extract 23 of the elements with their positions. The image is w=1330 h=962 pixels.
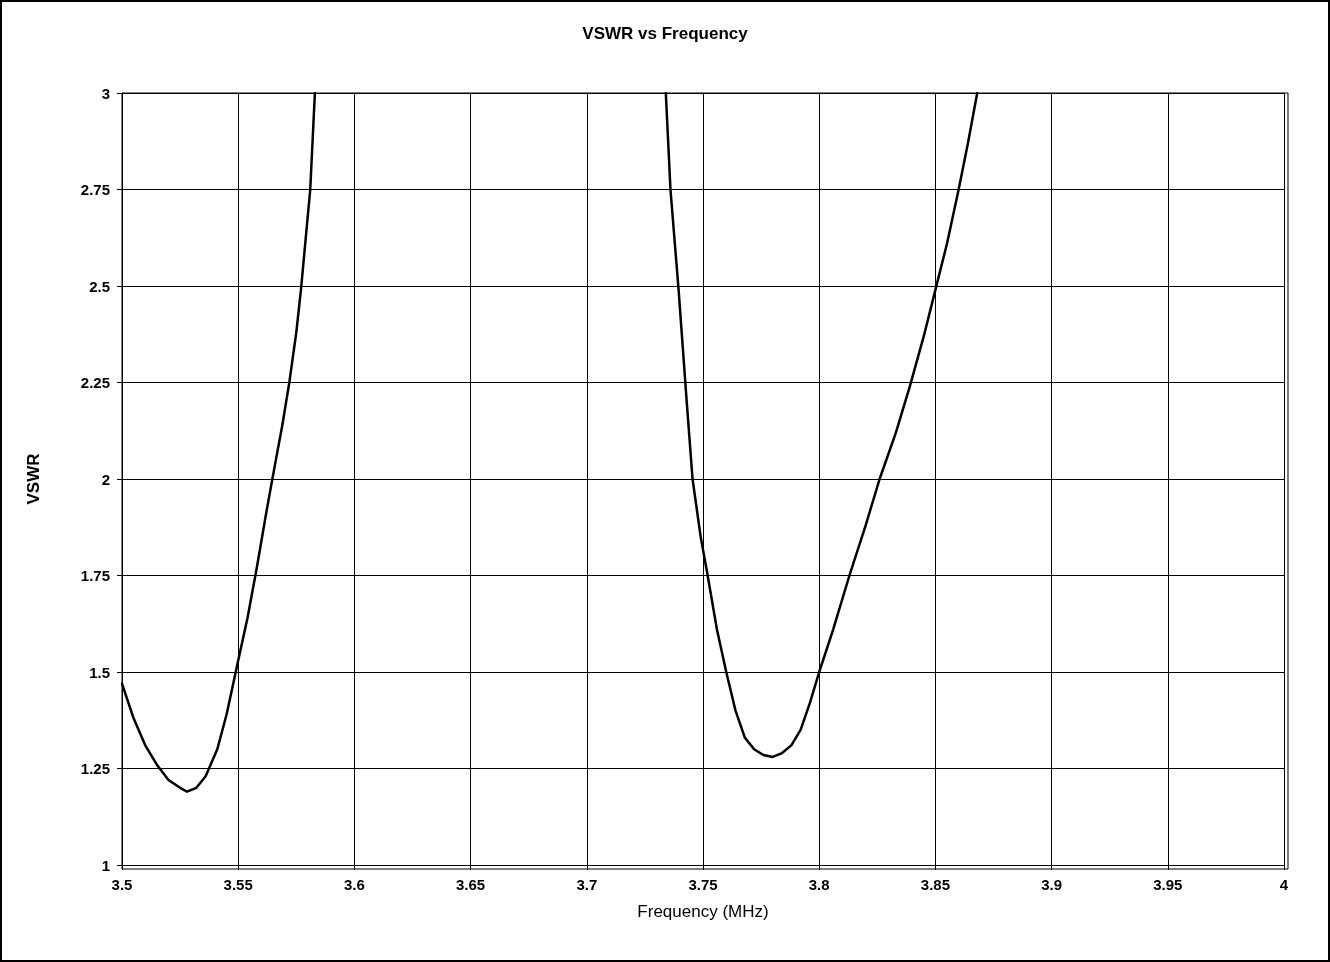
y-tick-label: 1.5 bbox=[89, 663, 110, 681]
x-axis-title: Frequency (MHz) bbox=[637, 902, 769, 921]
x-tick-label: 3.6 bbox=[343, 876, 365, 893]
y-tick-label: 1.75 bbox=[80, 567, 110, 584]
x-tick-label: 3.7 bbox=[576, 876, 598, 893]
y-tick-label: 1.25 bbox=[80, 760, 110, 777]
x-tick-label: 3.55 bbox=[223, 876, 253, 893]
x-tick-label: 3.65 bbox=[456, 876, 486, 893]
chart-title: VSWR vs Frequency bbox=[582, 24, 749, 43]
x-tick-label: 4 bbox=[1279, 876, 1289, 893]
x-tick-label: 3.5 bbox=[111, 876, 133, 893]
y-tick-label: 2.25 bbox=[80, 374, 110, 391]
y-tick-label: 2.75 bbox=[80, 181, 110, 198]
y-tick-label: 3 bbox=[101, 84, 110, 102]
x-tick-label: 3.95 bbox=[1153, 876, 1183, 893]
y-tick-label: 2 bbox=[101, 470, 110, 488]
y-tick-label: 2.5 bbox=[89, 277, 110, 295]
x-tick-label: 3.75 bbox=[688, 876, 718, 893]
y-axis-title: VSWR bbox=[24, 453, 43, 505]
x-tick-label: 3.8 bbox=[808, 876, 830, 893]
x-tick-label: 3.9 bbox=[1041, 876, 1063, 893]
x-tick-label: 3.85 bbox=[920, 876, 950, 893]
y-tick-label: 1 bbox=[101, 856, 110, 874]
